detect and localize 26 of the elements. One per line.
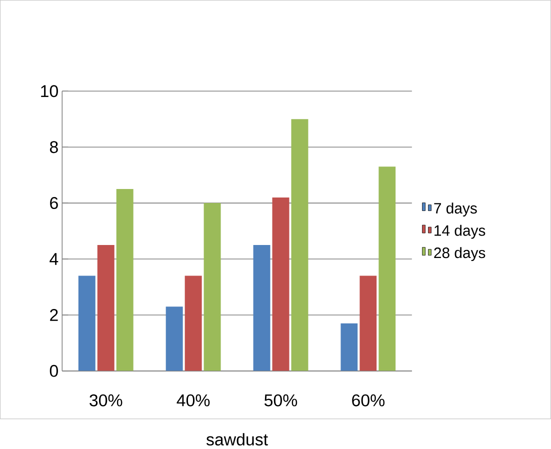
x-tick-label: 40% [176, 394, 210, 406]
x-tick-label: 50% [264, 394, 298, 406]
y-tick-label: 6 [50, 197, 58, 210]
bar [291, 119, 308, 372]
y-tick-label: 10 [41, 85, 58, 98]
bar [78, 276, 96, 372]
bar [116, 189, 134, 372]
bar [166, 306, 183, 372]
bar [360, 276, 377, 372]
bar [253, 245, 270, 372]
y-tick-label: 4 [50, 253, 58, 265]
bar [340, 323, 358, 372]
legend-label: 14 days [434, 224, 486, 239]
bar [184, 276, 202, 372]
bar [378, 166, 396, 372]
y-tick-label: 8 [50, 141, 58, 154]
x-tick-label: 30% [90, 394, 122, 406]
legend-label: 7 days [434, 202, 477, 217]
bar [272, 198, 290, 372]
y-tick-label: 0 [50, 365, 58, 377]
bar [97, 245, 114, 372]
bar [204, 203, 221, 372]
y-tick-label: 2 [50, 309, 58, 321]
x-axis-title: sawdust [206, 433, 268, 446]
legend-label: 28 days [434, 247, 486, 262]
x-tick-label: 60% [352, 394, 385, 406]
